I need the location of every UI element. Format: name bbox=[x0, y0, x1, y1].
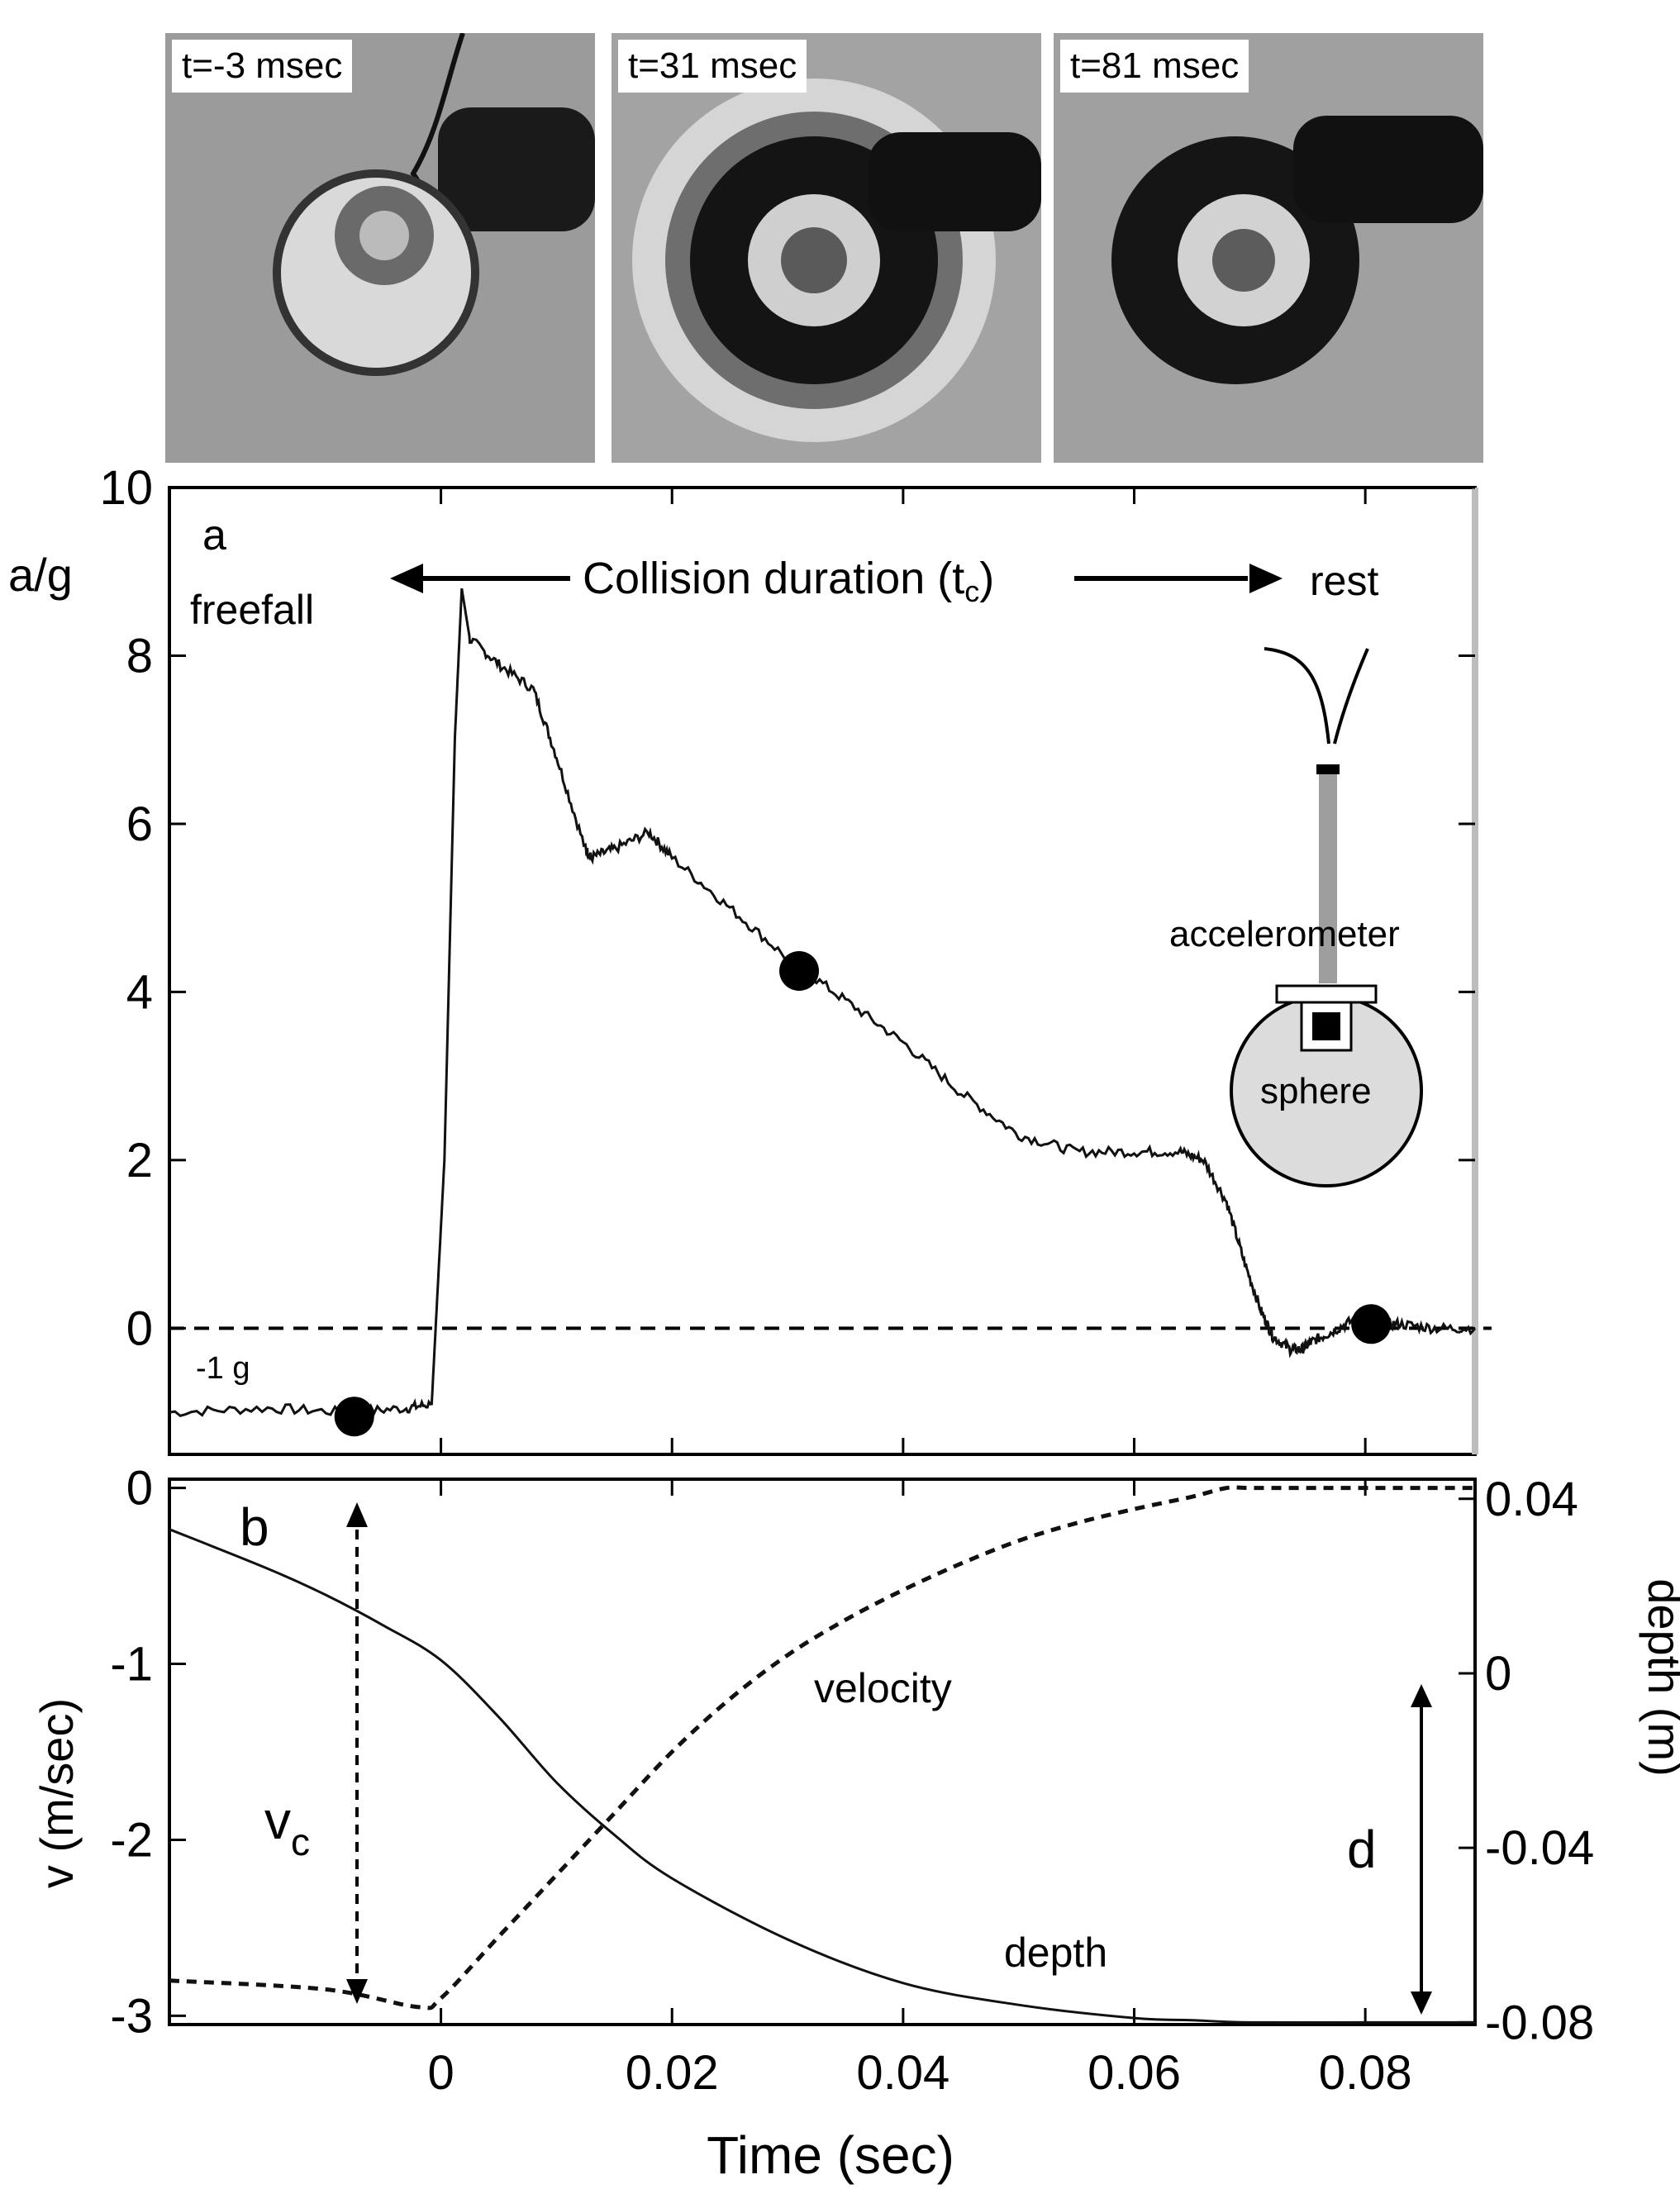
b-xtick-label: 0.08 bbox=[1319, 2046, 1412, 2100]
panel-a-x-ticks bbox=[440, 488, 1367, 1454]
photo-1-image bbox=[612, 33, 1041, 463]
acceleration-line bbox=[169, 588, 1477, 1418]
accelerometer-label: accelerometer bbox=[1169, 914, 1400, 954]
photo-0-label: t=-3 msec bbox=[172, 40, 353, 93]
b-xtick-label: 0.02 bbox=[626, 2046, 719, 2100]
collision-label-main: Collision duration (t bbox=[583, 554, 964, 603]
vc-arrow-down-head bbox=[346, 1979, 368, 2004]
a-ytick-label: 10 bbox=[99, 461, 153, 515]
b-xtick-label: 0 bbox=[427, 2046, 454, 2100]
b-xtick-label: 0.04 bbox=[856, 2046, 949, 2100]
panel-b-y2label: depth (m) bbox=[1639, 1578, 1680, 1777]
data-marker-2 bbox=[1351, 1304, 1392, 1344]
photo-t-81: t=81 msec bbox=[1054, 33, 1483, 463]
data-marker-1 bbox=[779, 951, 820, 991]
panel-a-label: a bbox=[202, 512, 226, 559]
b-y2tick-label: 0 bbox=[1485, 1647, 1511, 1701]
collision-arrow-left-head bbox=[390, 564, 423, 593]
depth-line bbox=[169, 1528, 1476, 2025]
panel-b-frame bbox=[168, 1478, 1477, 2026]
panel-b-y-ticks: 0 -1 -2 -3 bbox=[110, 1462, 186, 2043]
panel-a: 0 2 4 6 8 10 a a/g freefall rest -1 g Collisi… bbox=[8, 461, 1492, 1456]
cable-wire-right bbox=[1333, 648, 1369, 745]
a-ytick-label: 4 bbox=[126, 965, 153, 1019]
collision-arrow-right-head bbox=[1249, 564, 1283, 593]
panel-b-y2-ticks: 0.04 0 -0.04 -0.08 bbox=[1459, 1473, 1594, 2049]
rest-label: rest bbox=[1310, 558, 1378, 604]
panel-b: 0 -1 -2 -3 0.04 0 -0.04 -0.08 0 0.02 0.04 0.06 0.0… bbox=[31, 1462, 1680, 2185]
b-ytick-label: 0 bbox=[126, 1462, 153, 1516]
accelerometer-chip bbox=[1312, 1012, 1340, 1040]
panel-a-right-edge bbox=[1472, 488, 1478, 1454]
panel-a-ylabel: a/g bbox=[8, 549, 73, 601]
photo-0-image bbox=[165, 33, 595, 463]
panel-b-xlabel: Time (sec) bbox=[707, 2125, 954, 2185]
panel-a-y-ticks: 0 2 4 6 8 10 bbox=[99, 461, 1475, 1355]
photo-2-label: t=81 msec bbox=[1060, 40, 1249, 93]
photo-t-minus-3: t=-3 msec bbox=[165, 33, 595, 463]
accelerometer-housing bbox=[1300, 1001, 1353, 1052]
vc-label-sub: c bbox=[291, 1820, 310, 1863]
collision-label: Collision duration (tc) bbox=[583, 554, 994, 608]
panel-b-label: b bbox=[240, 1497, 269, 1557]
d-label: d bbox=[1347, 1820, 1377, 1879]
vc-label-main: v bbox=[264, 1791, 291, 1850]
photo-2-image bbox=[1054, 33, 1483, 463]
b-ytick-label: -3 bbox=[110, 1989, 153, 2043]
depth-label: depth bbox=[1004, 1930, 1107, 1976]
a-ytick-label: 2 bbox=[126, 1134, 153, 1187]
collision-label-close: ) bbox=[979, 554, 994, 603]
b-xtick-label: 0.06 bbox=[1087, 2046, 1181, 2100]
a-ytick-label: 0 bbox=[126, 1302, 153, 1355]
a-ytick-label: 6 bbox=[126, 797, 153, 851]
photo-t-31: t=31 msec bbox=[612, 33, 1041, 463]
panel-a-frame bbox=[168, 486, 1477, 1456]
b-ytick-label: -2 bbox=[110, 1813, 153, 1867]
data-marker-0 bbox=[334, 1397, 374, 1437]
panel-b-ylabel: v (m/sec) bbox=[31, 1698, 83, 1888]
collision-label-sub: c bbox=[964, 574, 979, 608]
b-y2tick-label: 0.04 bbox=[1485, 1473, 1578, 1526]
panel-b-x-ticks: 0 0.02 0.04 0.06 0.08 bbox=[427, 1479, 1412, 2100]
accelerometer-rod bbox=[1319, 769, 1337, 983]
d-arrow-down-head bbox=[1411, 1992, 1432, 2015]
sphere-label: sphere bbox=[1260, 1071, 1372, 1111]
a-ytick-label: 8 bbox=[126, 629, 153, 683]
freefall-label: freefall bbox=[190, 587, 314, 633]
minus-1g-label: -1 g bbox=[196, 1351, 250, 1386]
b-y2tick-label: -0.08 bbox=[1485, 1996, 1594, 2049]
velocity-line bbox=[169, 1485, 1475, 2011]
photo-row: t=-3 msec t=31 msec t=81 msec bbox=[0, 0, 1680, 471]
d-arrow-up-head bbox=[1411, 1684, 1432, 1707]
vc-label: vc bbox=[264, 1791, 310, 1863]
b-y2tick-label: -0.04 bbox=[1485, 1821, 1594, 1875]
sphere-mount bbox=[1275, 984, 1378, 1004]
vc-arrow-up-head bbox=[346, 1502, 368, 1527]
accelerometer-schematic: accelerometer sphere bbox=[1169, 647, 1423, 1187]
photo-1-label: t=31 msec bbox=[618, 40, 807, 93]
rod-cap bbox=[1316, 764, 1340, 774]
b-ytick-label: -1 bbox=[110, 1638, 153, 1692]
velocity-label: velocity bbox=[814, 1665, 952, 1711]
panel-a-markers bbox=[334, 951, 1392, 1437]
cable-wire-left bbox=[1264, 647, 1330, 745]
